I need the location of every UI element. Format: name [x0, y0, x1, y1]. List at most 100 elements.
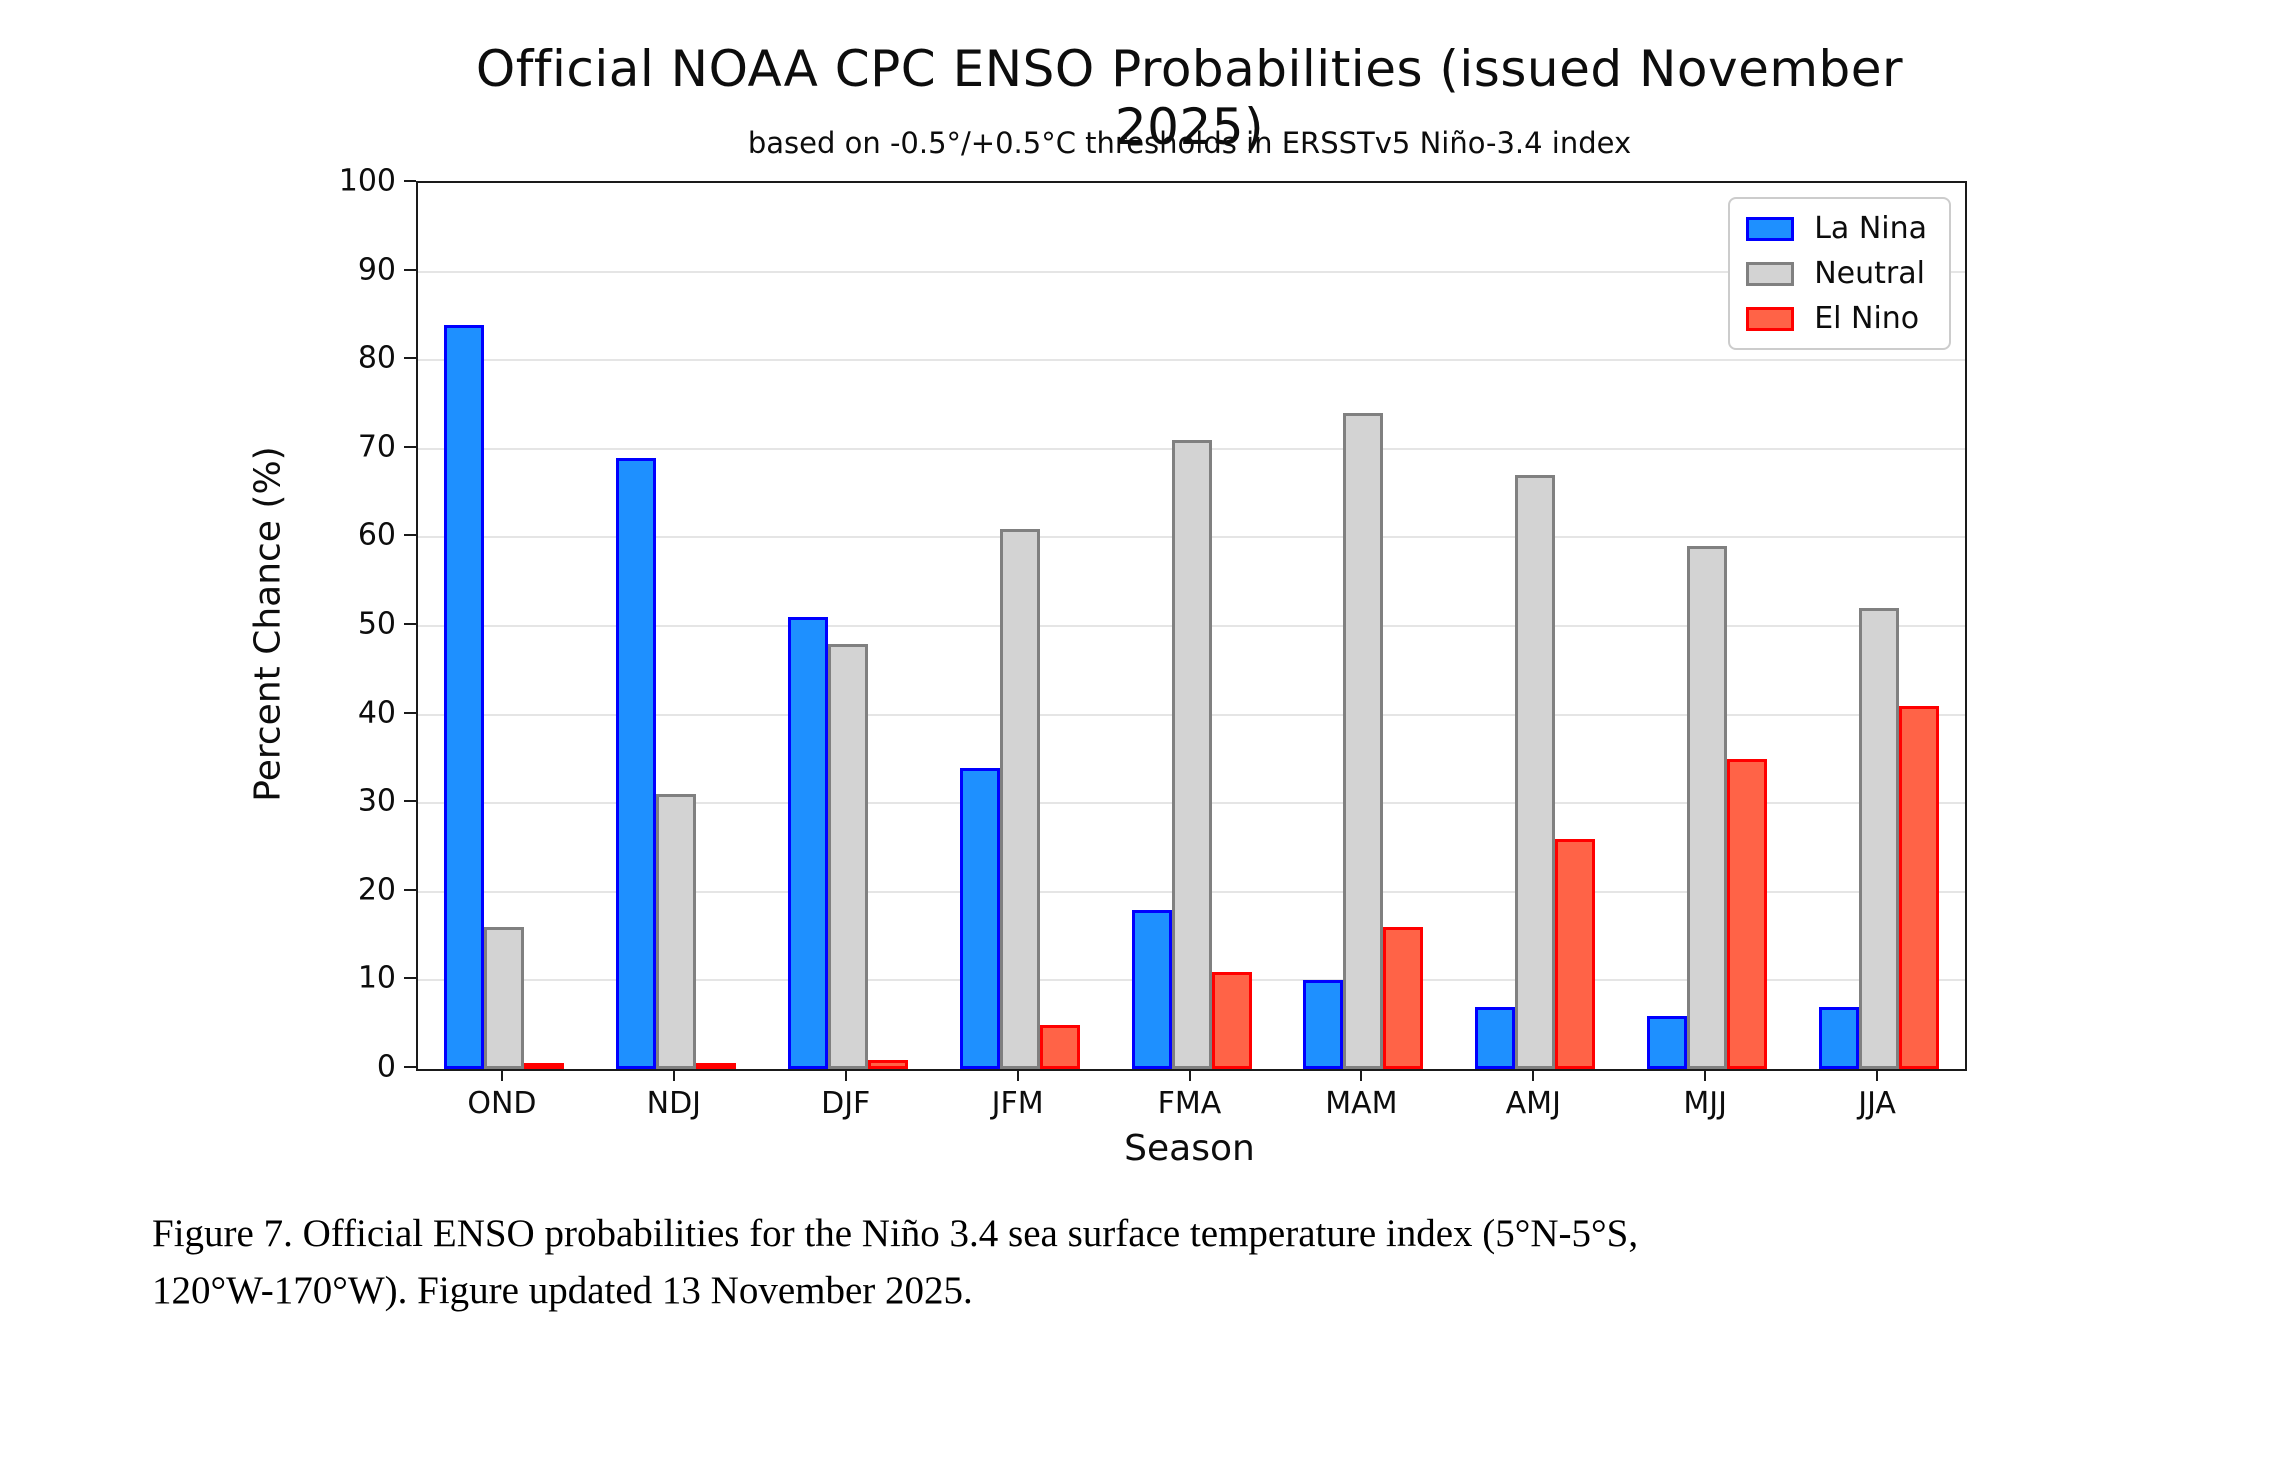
- x-tick-mark-cell-fma: [1104, 1069, 1276, 1081]
- y-tick-mark-60: [404, 534, 416, 537]
- bar-la-nina-ndj: [615, 457, 656, 1069]
- bar-group-jja: [1793, 183, 1965, 1069]
- x-tick-mark-ond: [500, 1069, 503, 1081]
- bars-layer: [418, 183, 1965, 1069]
- bar-neutral-djf: [827, 643, 868, 1069]
- figure-caption-line1: Figure 7. Official ENSO probabilities fo…: [152, 1212, 1639, 1255]
- x-axis-tick-marks: [416, 1069, 1963, 1081]
- y-tick-label-70: 70: [357, 429, 396, 465]
- legend-label-la-nina: La Nina: [1814, 211, 1927, 246]
- y-tick-label-50: 50: [357, 606, 396, 642]
- bar-el-nino-jja: [1899, 705, 1940, 1069]
- figure-caption: Figure 7. Official ENSO probabilities fo…: [152, 1206, 2152, 1319]
- y-tick-mark-20: [404, 888, 416, 891]
- bar-neutral-amj: [1515, 475, 1556, 1069]
- y-tick-mark-90: [404, 268, 416, 271]
- y-tick-label-20: 20: [357, 872, 396, 908]
- figure-subtitle: based on -0.5°/+0.5°C thresholds in ERSS…: [747, 126, 1632, 160]
- x-tick-mark-djf: [844, 1069, 847, 1081]
- bar-group-djf: [762, 183, 934, 1069]
- bar-el-nino-amj: [1555, 838, 1596, 1069]
- y-tick-mark-30: [404, 800, 416, 803]
- legend-item-neutral: Neutral: [1746, 256, 1927, 291]
- bar-la-nina-mam: [1303, 980, 1344, 1069]
- bar-neutral-fma: [1171, 439, 1212, 1069]
- bar-la-nina-mjj: [1647, 1015, 1688, 1069]
- x-tick-label-jfm: JFM: [991, 1086, 1044, 1121]
- bar-neutral-mam: [1343, 413, 1384, 1069]
- legend-item-la-nina: La Nina: [1746, 211, 1927, 246]
- bar-group-mjj: [1621, 183, 1793, 1069]
- x-tick-mark-fma: [1188, 1069, 1191, 1081]
- y-tick-mark-70: [404, 445, 416, 448]
- y-tick-mark-40: [404, 711, 416, 714]
- bar-la-nina-fma: [1131, 909, 1172, 1069]
- legend-swatch-el-nino: [1746, 306, 1795, 331]
- bar-la-nina-ond: [443, 324, 484, 1069]
- y-tick-label-90: 90: [357, 252, 396, 288]
- x-tick-label-ndj: NDJ: [646, 1086, 702, 1121]
- bar-neutral-jfm: [999, 528, 1040, 1069]
- y-tick-label-60: 60: [357, 517, 396, 553]
- legend-swatch-neutral: [1746, 261, 1795, 286]
- bar-el-nino-mam: [1383, 927, 1424, 1069]
- x-tick-mark-cell-djf: [760, 1069, 932, 1081]
- y-tick-label-0: 0: [376, 1049, 396, 1085]
- figure-title: Official NOAA CPC ENSO Probabilities (is…: [475, 40, 1904, 156]
- x-tick-mark-cell-jfm: [932, 1069, 1104, 1081]
- gridline-80: [418, 359, 1965, 362]
- bar-el-nino-jfm: [1039, 1024, 1080, 1069]
- bar-group-amj: [1449, 183, 1621, 1069]
- x-tick-label-djf: DJF: [821, 1086, 871, 1121]
- bar-group-jfm: [934, 183, 1106, 1069]
- legend-item-el-nino: El Nino: [1746, 301, 1927, 336]
- x-tick-label-amj: AMJ: [1505, 1086, 1561, 1121]
- x-axis-label: Season: [1124, 1128, 1255, 1169]
- bar-neutral-ond: [483, 927, 524, 1069]
- bar-neutral-mjj: [1687, 546, 1728, 1069]
- x-tick-mark-mam: [1360, 1069, 1363, 1081]
- x-tick-label-jja: JJA: [1858, 1086, 1896, 1121]
- bar-el-nino-djf: [867, 1060, 908, 1069]
- y-tick-mark-0: [404, 1066, 416, 1068]
- gridline-90: [418, 270, 1965, 273]
- legend-label-neutral: Neutral: [1814, 256, 1925, 291]
- bar-group-ond: [418, 183, 590, 1069]
- bar-la-nina-amj: [1475, 1006, 1516, 1069]
- y-tick-mark-80: [404, 357, 416, 360]
- bar-neutral-jja: [1859, 608, 1900, 1069]
- y-tick-mark-10: [404, 977, 416, 980]
- x-tick-mark-cell-ndj: [588, 1069, 760, 1081]
- y-tick-label-80: 80: [357, 340, 396, 376]
- x-tick-label-fma: FMA: [1157, 1086, 1222, 1121]
- x-tick-mark-amj: [1532, 1069, 1535, 1081]
- y-tick-mark-100: [404, 180, 416, 182]
- bar-group-mam: [1277, 183, 1449, 1069]
- bar-la-nina-jja: [1819, 1006, 1860, 1069]
- x-tick-label-ond: OND: [467, 1086, 537, 1121]
- x-tick-mark-ndj: [672, 1069, 675, 1081]
- y-tick-label-10: 10: [357, 960, 396, 996]
- bar-el-nino-fma: [1211, 971, 1252, 1069]
- x-tick-label-mam: MAM: [1325, 1086, 1398, 1121]
- x-tick-mark-cell-mjj: [1619, 1069, 1791, 1081]
- y-axis-tick-marks: [404, 180, 416, 1068]
- bar-el-nino-ond: [523, 1063, 564, 1069]
- y-tick-label-30: 30: [357, 783, 396, 819]
- figure-caption-line2: 120°W-170°W). Figure updated 13 November…: [152, 1268, 973, 1312]
- y-tick-label-40: 40: [357, 695, 396, 731]
- x-tick-mark-cell-amj: [1447, 1069, 1619, 1081]
- bar-group-ndj: [590, 183, 762, 1069]
- bar-neutral-ndj: [655, 794, 696, 1069]
- legend: La Nina Neutral El Nino: [1728, 197, 1951, 350]
- legend-swatch-la-nina: [1746, 216, 1795, 241]
- legend-label-el-nino: El Nino: [1814, 301, 1920, 336]
- y-axis-tick-labels: 0 10 20 30 40 50 60 70 80 90 100: [256, 164, 396, 1085]
- bar-group-fma: [1106, 183, 1278, 1069]
- x-tick-mark-jja: [1876, 1069, 1879, 1081]
- plot-area: La Nina Neutral El Nino: [416, 181, 1967, 1071]
- x-tick-mark-mjj: [1704, 1069, 1707, 1081]
- y-tick-mark-50: [404, 623, 416, 625]
- bar-la-nina-jfm: [959, 767, 1000, 1069]
